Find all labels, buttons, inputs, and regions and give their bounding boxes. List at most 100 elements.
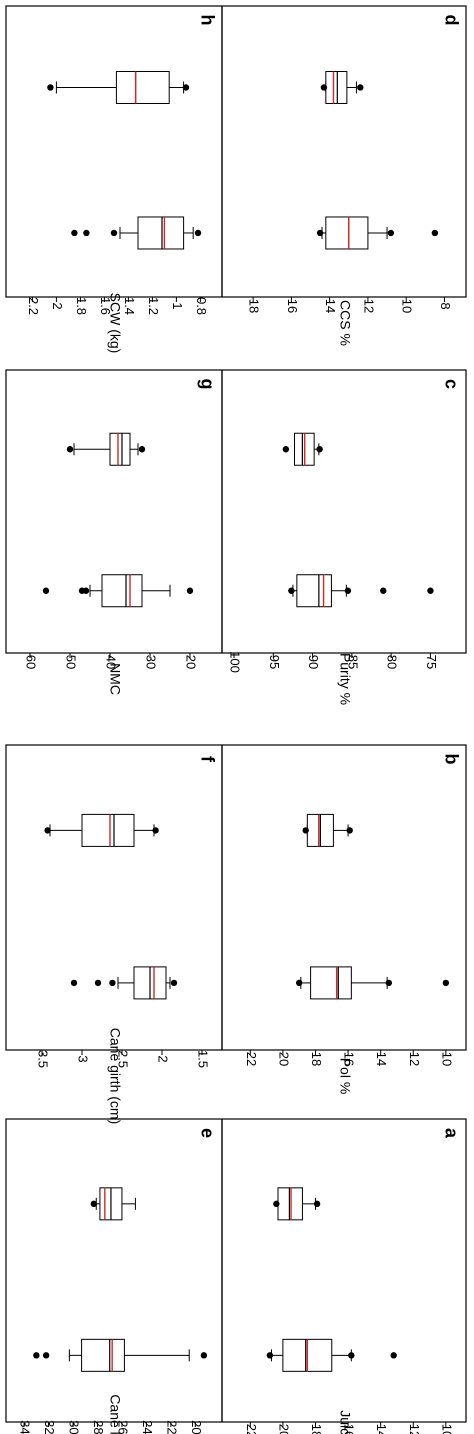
y-tick-label: 14 [374, 1052, 389, 1066]
panel-letter: f [197, 756, 217, 763]
box-flowering [70, 966, 178, 1000]
y-axis-label: Cane girth (cm) [107, 1028, 123, 1124]
y-tick-label: 40 [104, 655, 119, 669]
box-flowering [316, 216, 439, 250]
y-tick-label: 18 [247, 299, 262, 313]
outlier-point [186, 587, 194, 594]
y-tick-label: 80 [385, 655, 400, 669]
y-tick-label: 50 [64, 655, 79, 669]
y-tick-label: 20 [276, 1424, 291, 1434]
outlier-point [357, 84, 364, 91]
outlier-point [316, 229, 324, 237]
outlier-point [194, 229, 202, 237]
y-tick-label: 30 [144, 655, 159, 669]
outlier-point [316, 446, 323, 453]
y-tick-label: 14 [374, 1424, 389, 1434]
outlier-point [385, 979, 393, 987]
outlier-point [431, 229, 439, 237]
outlier-point [266, 1352, 274, 1359]
y-tick-label: 200 [189, 1420, 204, 1434]
y-axis-label: Pol % [337, 1058, 353, 1095]
outlier-point [282, 446, 290, 453]
box-iqr [325, 70, 348, 104]
y-tick-label: 8 [438, 302, 453, 309]
outlier-point [66, 446, 74, 453]
box-iqr [115, 70, 170, 104]
y-tick-label: 95 [267, 655, 282, 669]
y-tick-label: 1.4 [122, 297, 137, 315]
y-tick-label: 2 [50, 302, 65, 309]
panel-letter: g [197, 379, 217, 390]
y-tick-label: 340 [18, 1420, 33, 1434]
panel-c: 75 80 85 90 95 100 Purity % c [228, 379, 462, 705]
panel-h: 0.8 1 1.2 1.4 1.6 1.8 2 2.2 SCW (kg) h [26, 15, 217, 354]
outlier-point [302, 827, 309, 834]
outlier-point [288, 587, 295, 594]
outlier-point [427, 587, 434, 594]
y-tick-label: 1.8 [74, 297, 89, 315]
panel-e: 200 220 240 260 280 300 320 340 Cane length (cm)… [18, 1128, 218, 1434]
outlier-point [346, 827, 353, 834]
outlier-point [138, 446, 146, 453]
outlier-point [313, 1200, 321, 1208]
box-iqr [109, 432, 131, 466]
panel-g: 20 30 40 50 60 NMC g [24, 379, 218, 695]
y-tick-label: 100 [228, 651, 243, 673]
outlier-point [90, 1200, 98, 1208]
panel-frame [5, 5, 467, 298]
outlier-point [78, 587, 86, 594]
y-tick-label: 1 [170, 302, 185, 309]
outlier-point [94, 979, 102, 987]
y-tick-label: 240 [140, 1420, 155, 1434]
y-tick-label: 18 [309, 1052, 324, 1066]
panel-letter: d [441, 15, 461, 26]
y-tick-label: 320 [42, 1420, 57, 1434]
outlier-point [320, 84, 328, 91]
y-tick-label: 220 [164, 1420, 179, 1434]
y-tick-label: 2.5 [116, 1050, 131, 1068]
panel-letter: c [441, 379, 461, 389]
y-tick-label: 10 [439, 1424, 454, 1434]
y-axis-label: Cane length (cm) [107, 1394, 123, 1434]
outlier-point [170, 979, 178, 987]
outlier-point [152, 827, 159, 834]
y-tick-label: 16 [285, 299, 300, 313]
y-axis-label: Juice brix % [337, 1410, 353, 1434]
y-axis-label: Purity % [337, 653, 353, 705]
box-non-flowering [47, 70, 190, 104]
outlier-point [182, 84, 190, 91]
outlier-point [47, 84, 54, 91]
y-tick-label: 10 [400, 299, 415, 313]
y-tick-label: 2 [156, 1055, 171, 1062]
y-tick-label: 280 [91, 1420, 106, 1434]
outlier-point [442, 979, 450, 987]
y-tick-label: 3 [76, 1055, 91, 1062]
y-tick-label: 22 [244, 1052, 259, 1066]
outlier-point [380, 587, 387, 594]
y-tick-label: 20 [276, 1052, 291, 1066]
panel-b: 10 12 14 16 18 20 22 Pol % b [244, 754, 461, 1095]
box-non-flowering [273, 1187, 321, 1221]
box-non-flowering [66, 432, 146, 466]
y-tick-label: 16 [342, 1424, 357, 1434]
y-tick-label: 0.8 [194, 297, 209, 315]
box-non-flowering [302, 813, 353, 847]
panel-letter: a [441, 1128, 461, 1139]
panel-f: 1.5 2 2.5 3 3.5 Cane girth (cm) f [36, 756, 218, 1124]
y-tick-label: 85 [345, 655, 360, 669]
y-axis-label: NMC [107, 663, 123, 695]
y-tick-label: 12 [407, 1052, 422, 1066]
y-axis-label: CCS % [337, 300, 353, 346]
box-flowering [266, 1338, 397, 1372]
outlier-point [348, 1352, 355, 1359]
outlier-point [387, 229, 395, 237]
box-flowering [288, 574, 434, 608]
y-tick-label: 1.2 [146, 297, 161, 315]
y-axis-label: SCW (kg) [107, 293, 123, 354]
panel-letter: h [197, 15, 217, 26]
box-non-flowering [282, 432, 323, 466]
panel-a: 10 12 14 16 18 20 22 Juice brix % a [244, 1128, 461, 1434]
box-non-flowering [44, 813, 159, 847]
box-iqr [310, 966, 352, 1000]
outlier-point [42, 587, 50, 594]
